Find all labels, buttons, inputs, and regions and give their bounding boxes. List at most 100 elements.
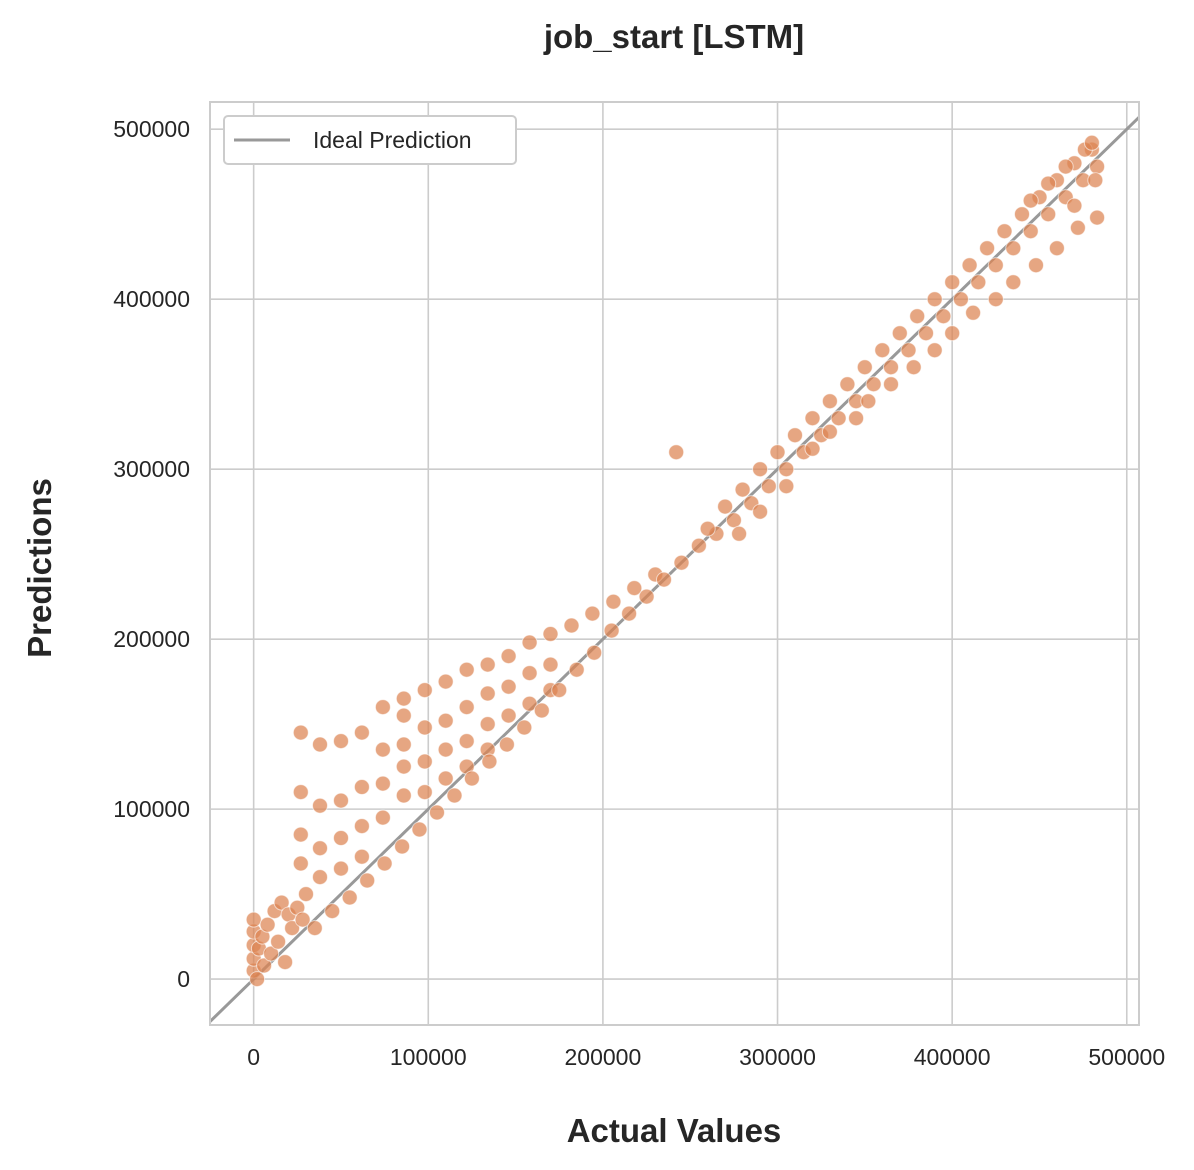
- data-point: [603, 622, 620, 639]
- data-point: [353, 818, 370, 835]
- data-point: [437, 673, 454, 690]
- data-point: [563, 617, 580, 634]
- data-point: [830, 410, 847, 427]
- data-point: [944, 274, 961, 291]
- data-point: [1066, 197, 1083, 214]
- data-point: [551, 682, 568, 699]
- data-point: [411, 821, 428, 838]
- data-point: [298, 886, 314, 903]
- data-point: [500, 678, 517, 695]
- data-point: [376, 855, 393, 872]
- data-point: [374, 775, 391, 792]
- y-tick-label: 400000: [113, 286, 190, 312]
- data-point: [1014, 206, 1030, 223]
- data-point: [270, 933, 287, 950]
- data-point: [542, 656, 559, 673]
- data-point: [333, 830, 349, 846]
- data-point: [821, 393, 838, 410]
- data-point: [586, 644, 603, 661]
- data-point: [324, 903, 341, 920]
- data-point: [312, 736, 328, 753]
- x-tick-label: 500000: [1088, 1044, 1165, 1070]
- data-point: [521, 665, 538, 682]
- data-point: [374, 699, 391, 716]
- data-point: [926, 342, 943, 359]
- data-point: [865, 376, 882, 393]
- data-point: [1087, 172, 1104, 189]
- data-point: [965, 304, 982, 321]
- legend-box: [223, 115, 517, 165]
- data-point: [605, 593, 622, 610]
- data-point: [996, 223, 1013, 240]
- data-point: [935, 308, 952, 325]
- x-tick-label: 0: [247, 1044, 260, 1070]
- data-point: [874, 342, 891, 359]
- data-point: [961, 257, 978, 274]
- data-point: [860, 393, 877, 410]
- data-point: [1028, 257, 1044, 274]
- data-point: [856, 359, 873, 376]
- data-point: [416, 753, 433, 770]
- data-point: [839, 376, 856, 393]
- data-point: [717, 498, 734, 515]
- data-point: [446, 787, 463, 804]
- data-point: [778, 478, 795, 495]
- legend: Ideal Prediction: [223, 115, 517, 165]
- data-point: [533, 702, 550, 719]
- chart-title: job_start [LSTM]: [543, 18, 804, 55]
- y-tick-label: 300000: [113, 456, 190, 482]
- data-point: [395, 707, 412, 724]
- data-point: [970, 274, 987, 291]
- data-point: [952, 291, 969, 308]
- ideal-prediction-line: [208, 116, 1141, 1023]
- data-point: [437, 770, 454, 787]
- data-point: [437, 741, 454, 758]
- data-point: [273, 894, 290, 911]
- ideal-line-segment: [208, 116, 1141, 1023]
- data-point: [479, 716, 496, 733]
- data-point: [353, 724, 370, 741]
- data-point: [944, 325, 961, 342]
- data-point: [1057, 158, 1074, 175]
- data-point: [1022, 192, 1039, 209]
- data-point: [292, 724, 309, 741]
- data-point: [1089, 158, 1106, 175]
- data-point: [292, 784, 309, 801]
- data-point: [292, 855, 309, 872]
- data-point: [394, 838, 411, 855]
- data-point: [463, 770, 480, 787]
- data-point: [284, 920, 301, 937]
- data-point: [752, 503, 769, 520]
- data-point: [437, 712, 454, 729]
- data-point: [926, 291, 943, 308]
- data-point: [521, 634, 538, 651]
- data-point: [500, 707, 517, 724]
- data-point: [656, 571, 672, 588]
- data-point: [429, 804, 445, 821]
- data-point: [256, 957, 273, 974]
- data-point: [416, 784, 433, 801]
- legend-label-ideal-prediction: Ideal Prediction: [313, 127, 472, 153]
- data-point: [1005, 240, 1022, 257]
- x-tick-label: 200000: [565, 1044, 642, 1070]
- y-tick-label: 500000: [113, 116, 190, 142]
- data-point: [498, 736, 515, 753]
- data-point: [306, 920, 323, 937]
- data-point: [1040, 175, 1057, 192]
- data-point: [848, 410, 865, 427]
- data-point: [787, 427, 803, 444]
- data-point: [699, 520, 716, 537]
- data-point: [277, 954, 294, 971]
- data-point: [909, 308, 926, 325]
- data-point: [479, 685, 496, 702]
- data-point: [395, 690, 412, 707]
- data-point: [374, 741, 391, 758]
- data-point: [1022, 223, 1039, 240]
- data-point: [621, 605, 638, 622]
- data-point: [416, 682, 433, 699]
- data-point: [292, 826, 309, 843]
- data-point: [734, 481, 751, 498]
- data-point: [249, 971, 266, 988]
- y-tick-label: 200000: [113, 626, 190, 652]
- data-point: [987, 291, 1004, 308]
